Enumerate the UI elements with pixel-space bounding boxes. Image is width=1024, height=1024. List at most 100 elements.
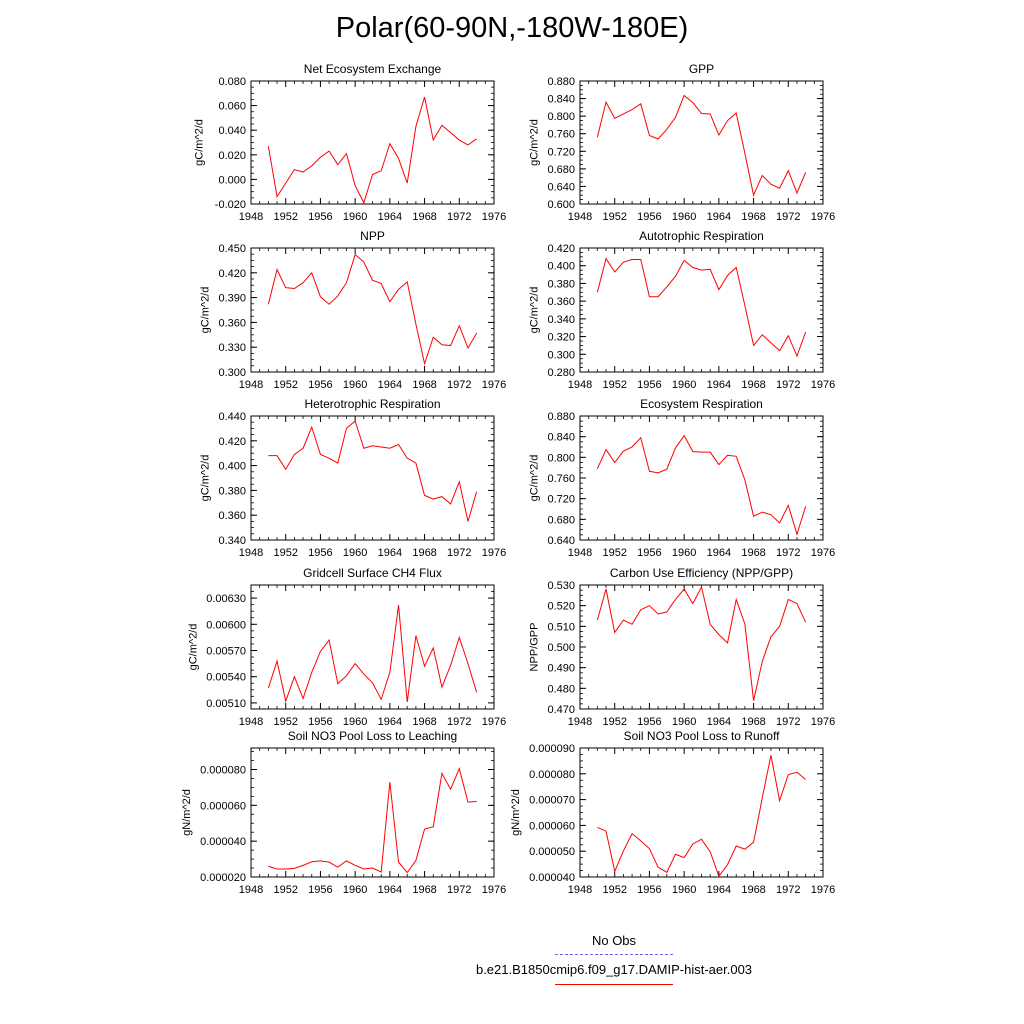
y-tick-label: 0.340 bbox=[547, 314, 575, 326]
x-tick-label: 1964 bbox=[378, 547, 402, 559]
panel-title: NPP bbox=[360, 229, 385, 243]
x-tick-label: 1972 bbox=[776, 379, 800, 391]
x-tick-label: 1948 bbox=[568, 884, 592, 896]
series-line-1 bbox=[267, 96, 477, 205]
x-tick-label: 1948 bbox=[568, 716, 592, 728]
legend-obs-line bbox=[555, 954, 673, 955]
x-tick-label: 1956 bbox=[308, 211, 332, 223]
x-tick-label: 1972 bbox=[447, 211, 471, 223]
y-axis-label: gC/m^2/d bbox=[200, 455, 212, 502]
x-tick-label: 1964 bbox=[707, 716, 731, 728]
y-tick-label: 0.720 bbox=[547, 146, 575, 158]
y-tick-label: 0.000090 bbox=[529, 743, 575, 755]
x-tick-label: 1972 bbox=[447, 379, 471, 391]
y-tick-label: 0.320 bbox=[547, 332, 575, 344]
plot-frame bbox=[250, 415, 495, 541]
panel-title: Gridcell Surface CH4 Flux bbox=[303, 566, 442, 580]
y-tick-label: 0.060 bbox=[218, 101, 246, 113]
x-tick-label: 1956 bbox=[637, 379, 661, 391]
x-tick-label: 1960 bbox=[672, 379, 696, 391]
x-tick-label: 1960 bbox=[343, 211, 367, 223]
x-tick-label: 1976 bbox=[482, 211, 506, 223]
y-tick-label: 0.600 bbox=[547, 199, 575, 211]
y-tick-label: 0.080 bbox=[218, 76, 246, 88]
y-tick-label: 0.440 bbox=[218, 411, 246, 423]
x-tick-label: 1956 bbox=[637, 716, 661, 728]
plot-frame bbox=[579, 415, 824, 541]
x-tick-label: 1948 bbox=[568, 379, 592, 391]
y-tick-label: 0.800 bbox=[547, 111, 575, 123]
x-tick-label: 1972 bbox=[776, 211, 800, 223]
x-tick-label: 1968 bbox=[741, 379, 765, 391]
x-tick-label: 1964 bbox=[378, 884, 402, 896]
y-tick-label: 0.470 bbox=[547, 704, 575, 716]
y-tick-label: 0.340 bbox=[218, 535, 246, 547]
y-axis-label: gC/m^2/d bbox=[529, 455, 541, 502]
x-tick-label: 1948 bbox=[239, 884, 263, 896]
y-tick-label: 0.480 bbox=[547, 683, 575, 695]
y-tick-label: 0.760 bbox=[547, 473, 575, 485]
x-tick-label: 1956 bbox=[308, 379, 332, 391]
x-tick-label: 1968 bbox=[412, 211, 436, 223]
y-tick-label: 0.000020 bbox=[200, 872, 246, 884]
y-tick-label: 0.00510 bbox=[206, 698, 246, 710]
y-tick-label: 0.450 bbox=[218, 243, 246, 255]
x-tick-label: 1972 bbox=[447, 884, 471, 896]
y-tick-label: 0.330 bbox=[218, 342, 246, 354]
y-tick-label: 0.760 bbox=[547, 129, 575, 141]
series-line-1 bbox=[267, 605, 478, 703]
y-tick-label: 0.840 bbox=[547, 94, 575, 106]
y-tick-label: 0.530 bbox=[547, 580, 575, 592]
panel-9: Soil NO3 Pool Loss to Leaching 1948 1952 19… bbox=[181, 729, 506, 896]
panel-2: GPP 1948 1952 1956 1960 1964 1968 1972 1976 0.600… bbox=[529, 62, 836, 223]
y-tick-label: 0.040 bbox=[218, 125, 246, 137]
series-line-1 bbox=[597, 755, 806, 878]
panel-title: Autotrophic Respiration bbox=[639, 229, 764, 243]
y-tick-label: 0.420 bbox=[218, 436, 246, 448]
x-tick-label: 1976 bbox=[811, 884, 835, 896]
plot-frame bbox=[250, 80, 495, 205]
x-tick-label: 1976 bbox=[811, 547, 835, 559]
x-tick-label: 1964 bbox=[378, 211, 402, 223]
legend-model-label: b.e21.B1850cmip6.f09_g17.DAMIP-hist-aer.… bbox=[475, 962, 753, 977]
y-tick-label: 0.00600 bbox=[206, 619, 246, 631]
y-tick-label: 0.880 bbox=[547, 76, 575, 88]
x-tick-label: 1968 bbox=[741, 211, 765, 223]
y-tick-label: 0.520 bbox=[547, 601, 575, 613]
x-tick-label: 1976 bbox=[482, 379, 506, 391]
y-tick-label: 0.680 bbox=[547, 514, 575, 526]
x-tick-label: 1948 bbox=[239, 716, 263, 728]
plot-frame bbox=[579, 247, 824, 373]
y-tick-label: 0.360 bbox=[218, 510, 246, 522]
y-axis-label: gC/m^2/d bbox=[200, 287, 212, 334]
y-tick-label: 0.510 bbox=[547, 621, 575, 633]
plot-frame bbox=[250, 247, 495, 373]
x-tick-label: 1956 bbox=[308, 884, 332, 896]
x-tick-label: 1952 bbox=[602, 379, 626, 391]
x-tick-label: 1972 bbox=[776, 884, 800, 896]
x-tick-label: 1968 bbox=[412, 379, 436, 391]
series-line-1 bbox=[596, 585, 807, 701]
panel-title: Net Ecosystem Exchange bbox=[304, 62, 442, 76]
y-axis-label: gC/m^2/d bbox=[529, 287, 541, 334]
y-tick-label: 0.300 bbox=[218, 367, 246, 379]
y-tick-label: 0.000 bbox=[218, 174, 246, 186]
panel-7: Gridcell Surface CH4 Flux 1948 1952 1956 196… bbox=[187, 566, 506, 728]
y-tick-label: 0.380 bbox=[218, 485, 246, 497]
panel-title: Soil NO3 Pool Loss to Leaching bbox=[288, 729, 457, 743]
y-axis-label: gN/m^2/d bbox=[181, 789, 193, 836]
y-tick-label: 0.00630 bbox=[206, 593, 246, 605]
y-tick-label: 0.000060 bbox=[200, 800, 246, 812]
x-tick-label: 1976 bbox=[482, 547, 506, 559]
x-tick-label: 1952 bbox=[602, 884, 626, 896]
x-tick-label: 1948 bbox=[568, 547, 592, 559]
x-tick-label: 1964 bbox=[707, 211, 731, 223]
panel-8: Carbon Use Efficiency (NPP/GPP) 1948 1952 1… bbox=[529, 566, 836, 728]
panel-10: Soil NO3 Pool Loss to Runoff 1948 1952 1956… bbox=[510, 729, 835, 896]
legend-model-line bbox=[555, 984, 673, 985]
x-tick-label: 1976 bbox=[811, 716, 835, 728]
y-tick-label: 0.680 bbox=[547, 164, 575, 176]
x-tick-label: 1972 bbox=[776, 547, 800, 559]
panel-title: Ecosystem Respiration bbox=[640, 397, 763, 411]
y-tick-label: 0.500 bbox=[547, 642, 575, 654]
